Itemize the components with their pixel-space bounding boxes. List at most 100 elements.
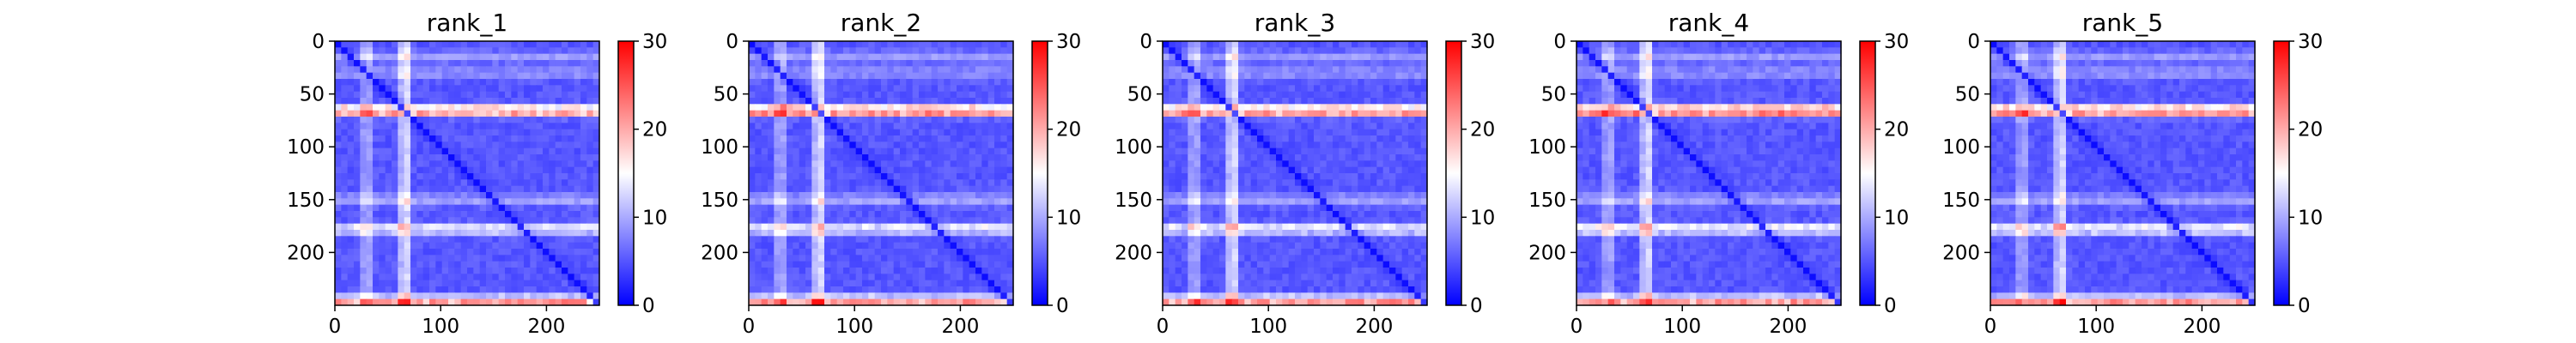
heatmap-cell: [574, 47, 581, 55]
heatmap-cell: [1320, 242, 1327, 250]
heatmap-cell: [1219, 242, 1226, 250]
heatmap-cell: [1314, 223, 1321, 231]
heatmap-cell: [811, 223, 819, 231]
heatmap-cell: [944, 104, 951, 111]
heatmap-cell: [1250, 47, 1258, 55]
heatmap-cell: [963, 274, 970, 281]
heatmap-cell: [341, 274, 349, 281]
heatmap-cell: [881, 60, 888, 67]
heatmap-cell: [805, 41, 812, 48]
heatmap-cell: [473, 280, 481, 287]
heatmap-cell: [530, 198, 538, 206]
heatmap-cell: [787, 117, 793, 123]
heatmap-cell: [360, 79, 368, 86]
heatmap-cell: [950, 223, 957, 231]
heatmap-cell: [517, 268, 525, 274]
heatmap-cell: [1420, 135, 1428, 142]
heatmap-cell: [1212, 204, 1220, 212]
heatmap-cell: [994, 173, 1001, 180]
heatmap-cell: [912, 129, 920, 136]
heatmap-cell: [950, 173, 957, 180]
heatmap-cell: [900, 223, 907, 231]
heatmap-cell: [416, 242, 424, 250]
heatmap-cell: [1000, 110, 1008, 117]
heatmap-cell: [793, 230, 800, 237]
heatmap-cell: [1231, 242, 1239, 250]
heatmap-cell: [957, 104, 963, 111]
heatmap-cell: [1194, 249, 1201, 256]
heatmap-cell: [1389, 79, 1396, 86]
heatmap-cell: [849, 160, 857, 168]
heatmap-cell: [755, 123, 762, 130]
heatmap-cell: [360, 274, 368, 281]
heatmap-cell: [385, 198, 392, 206]
heatmap-cell: [555, 129, 562, 136]
heatmap-cell: [1269, 47, 1277, 55]
heatmap-cell: [1276, 179, 1283, 187]
heatmap-cell: [562, 91, 568, 99]
heatmap-cell: [517, 280, 525, 287]
heatmap-cell: [987, 292, 995, 300]
heatmap-cell: [498, 147, 506, 155]
heatmap-cell: [1382, 185, 1390, 193]
heatmap-cell: [855, 53, 863, 61]
heatmap-cell: [881, 41, 888, 48]
heatmap-cell: [543, 98, 550, 105]
heatmap-cell: [843, 236, 850, 244]
heatmap-cell: [1000, 135, 1008, 142]
heatmap-cell: [887, 141, 895, 149]
heatmap-cell: [448, 85, 455, 93]
heatmap-cell: [755, 91, 762, 99]
heatmap-cell: [1163, 129, 1170, 136]
heatmap-cell: [1219, 166, 1226, 174]
heatmap-cell: [793, 185, 800, 193]
heatmap-cell: [1358, 166, 1365, 174]
heatmap-cell: [1314, 66, 1321, 74]
heatmap-cell: [994, 230, 1001, 237]
heatmap-cell: [1326, 98, 1334, 105]
heatmap-cell: [1225, 242, 1233, 250]
heatmap-cell: [373, 249, 380, 256]
heatmap-cell: [492, 98, 500, 105]
heatmap-cell: [454, 179, 462, 187]
heatmap-cell: [1238, 154, 1245, 161]
heatmap-cell: [1395, 242, 1403, 250]
heatmap-cell: [392, 204, 398, 212]
heatmap-cell: [793, 298, 800, 306]
heatmap-cell: [1395, 117, 1403, 123]
heatmap-cell: [1389, 185, 1396, 193]
heatmap-cell: [1276, 123, 1283, 130]
heatmap-cell: [1206, 192, 1214, 199]
heatmap-cell: [1288, 66, 1296, 74]
heatmap-cell: [574, 292, 581, 300]
heatmap-cell: [366, 274, 374, 281]
heatmap-cell: [969, 236, 976, 244]
heatmap-cell: [429, 198, 436, 206]
heatmap-cell: [1364, 91, 1371, 99]
heatmap-cell: [780, 79, 787, 86]
heatmap-cell: [580, 280, 587, 287]
heatmap-cell: [811, 147, 819, 155]
heatmap-cell: [1200, 160, 1207, 168]
heatmap-cell: [855, 79, 863, 86]
heatmap-cell: [787, 286, 793, 293]
heatmap-cell: [1333, 192, 1340, 199]
heatmap-cell: [824, 72, 831, 80]
heatmap-cell: [479, 98, 487, 105]
heatmap-cell: [817, 110, 825, 117]
heatmap-cell: [543, 60, 550, 67]
heatmap-cell: [1257, 117, 1264, 123]
heatmap-cell: [335, 41, 342, 48]
heatmap-cell: [429, 179, 436, 187]
heatmap-cell: [1219, 53, 1226, 61]
heatmap-cell: [335, 204, 342, 212]
heatmap-cell: [429, 123, 436, 130]
heatmap-cell: [780, 160, 787, 168]
heatmap-cell: [1339, 198, 1346, 206]
heatmap-cell: [1282, 104, 1290, 111]
heatmap-cell: [793, 72, 800, 80]
heatmap-cell: [919, 192, 926, 199]
heatmap-cell: [379, 204, 386, 212]
heatmap-cell: [410, 185, 417, 193]
heatmap-cell: [392, 292, 398, 300]
